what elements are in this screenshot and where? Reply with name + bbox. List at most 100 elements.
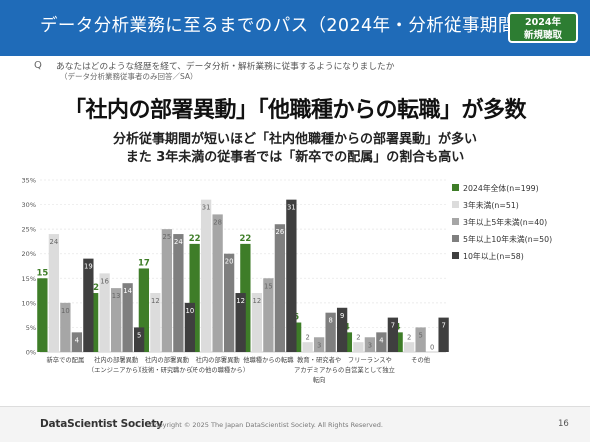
question-note: （データ分析業務従事者のみ回答／SA） [60, 72, 198, 81]
legend-swatch [452, 201, 459, 208]
data-label: 22 [189, 234, 201, 244]
data-label: 31 [202, 204, 211, 212]
data-label: 14 [123, 287, 132, 295]
data-label: 9 [340, 312, 344, 320]
x-tick-label: 自営業として独立 [345, 365, 395, 374]
header-bar [0, 0, 590, 56]
x-tick-label: （エンジニアから） [88, 366, 145, 374]
bar [138, 268, 150, 352]
data-label: 3 [317, 341, 321, 349]
data-label: 28 [213, 218, 222, 226]
legend-label: 2024年全体(n=199) [463, 183, 539, 193]
x-tick-label: フリーランスや [348, 356, 392, 364]
bar [37, 278, 48, 352]
y-tick-label: 35% [22, 177, 36, 185]
data-label: 13 [112, 292, 121, 300]
y-tick-label: 5% [26, 324, 36, 332]
x-tick-label: 社内の部署異動 [145, 355, 189, 364]
bar [122, 283, 133, 352]
bar [274, 224, 286, 352]
data-label: 17 [138, 258, 150, 268]
data-label: 26 [276, 228, 285, 236]
bar [60, 302, 71, 352]
bar [415, 327, 426, 352]
badge-label: 新規聴取 [523, 30, 562, 41]
bar [325, 312, 336, 352]
data-label: 2 [305, 334, 309, 342]
data-label: 31 [287, 204, 296, 212]
data-label: 2 [356, 334, 360, 342]
data-label: 25 [163, 233, 172, 241]
y-tick-label: 0% [26, 349, 36, 357]
data-label: 8 [328, 317, 332, 325]
x-tick-label: 他職種からの転職 [243, 355, 294, 364]
data-label: 12 [151, 297, 160, 305]
bar [161, 229, 173, 352]
x-tick-label: その他 [411, 355, 431, 364]
data-label: 24 [50, 238, 59, 246]
y-tick-label: 20% [22, 250, 36, 258]
bar [286, 199, 297, 352]
bar [48, 234, 60, 352]
data-label: 15 [36, 268, 48, 278]
legend-label: 3年未満(n=51) [463, 200, 519, 210]
data-label: 4 [75, 336, 79, 344]
x-tick-label: 新卒での配属 [46, 355, 84, 364]
bar [184, 302, 196, 352]
headline: 「社内の部署異動」「他職種からの転職」が多数 [63, 98, 527, 123]
bar [353, 342, 364, 352]
x-tick-label: 社内の部署異動 [196, 355, 240, 364]
footer-copyright: Copyright © 2025 The Japan DataScientist… [150, 421, 383, 429]
page-title: データ分析業務に至るまでのパス（2024年・分析従事期間別） [40, 16, 552, 36]
legend-swatch [452, 252, 459, 259]
footer-divider [0, 406, 590, 407]
data-label: 7 [441, 322, 445, 330]
footer [0, 407, 590, 442]
footer-logo: DataScientist Society [40, 418, 163, 430]
subheadline-2: また 3年未満の従事者では「新卒での配属」の割合も高い [125, 150, 465, 165]
bar [387, 317, 399, 352]
data-label: 0 [430, 344, 434, 352]
bar [150, 293, 161, 352]
bar [83, 258, 94, 352]
legend-swatch [452, 218, 459, 225]
subheadline-1: 分析従事期間が短いほど「社内他職種からの部署異動」が多い [112, 132, 477, 147]
data-label: 4 [379, 336, 383, 344]
data-label: 10 [186, 307, 195, 315]
data-label: 7 [391, 322, 395, 330]
bar [313, 337, 325, 352]
y-tick-label: 15% [22, 275, 36, 283]
legend-label: 5年以上10年未満(n=50) [463, 234, 552, 244]
bar [71, 332, 83, 352]
data-label: 12 [253, 297, 262, 305]
legend-swatch [452, 235, 459, 242]
bar [302, 342, 313, 352]
bar [336, 307, 348, 352]
bar [133, 327, 145, 352]
data-label: 22 [239, 234, 251, 244]
x-tick-label: （その他の職種から） [186, 365, 249, 374]
bar [110, 288, 122, 352]
data-label: 3 [368, 341, 372, 349]
data-label: 5 [418, 331, 422, 339]
x-tick-label: 社内の部署異動 [94, 355, 138, 364]
bar [212, 214, 223, 352]
bar [235, 293, 246, 352]
data-label: 16 [100, 277, 109, 285]
question-icon: Q [34, 60, 42, 71]
legend-label: 3年以上5年未満(n=40) [463, 217, 547, 227]
question-text: あなたはどのような経歴を経て、データ分析・解析業務に従事するようになりましたか [56, 62, 395, 72]
data-label: 5 [137, 331, 141, 339]
bar [403, 342, 415, 352]
legend-swatch [452, 184, 459, 191]
data-label: 20 [225, 258, 234, 266]
page-number: 16 [558, 419, 569, 429]
data-label: 2 [407, 334, 411, 342]
y-tick-label: 30% [22, 201, 36, 209]
x-tick-label: アカデミアからの [294, 365, 344, 374]
bar-chart: 0%5%10%15%20%25%30%35%151217222264424161… [22, 177, 553, 385]
x-tick-label: （技術・研究職から） [135, 365, 198, 374]
y-tick-label: 10% [22, 299, 36, 307]
badge-year: 2024年 [525, 17, 561, 28]
bar [99, 273, 110, 352]
